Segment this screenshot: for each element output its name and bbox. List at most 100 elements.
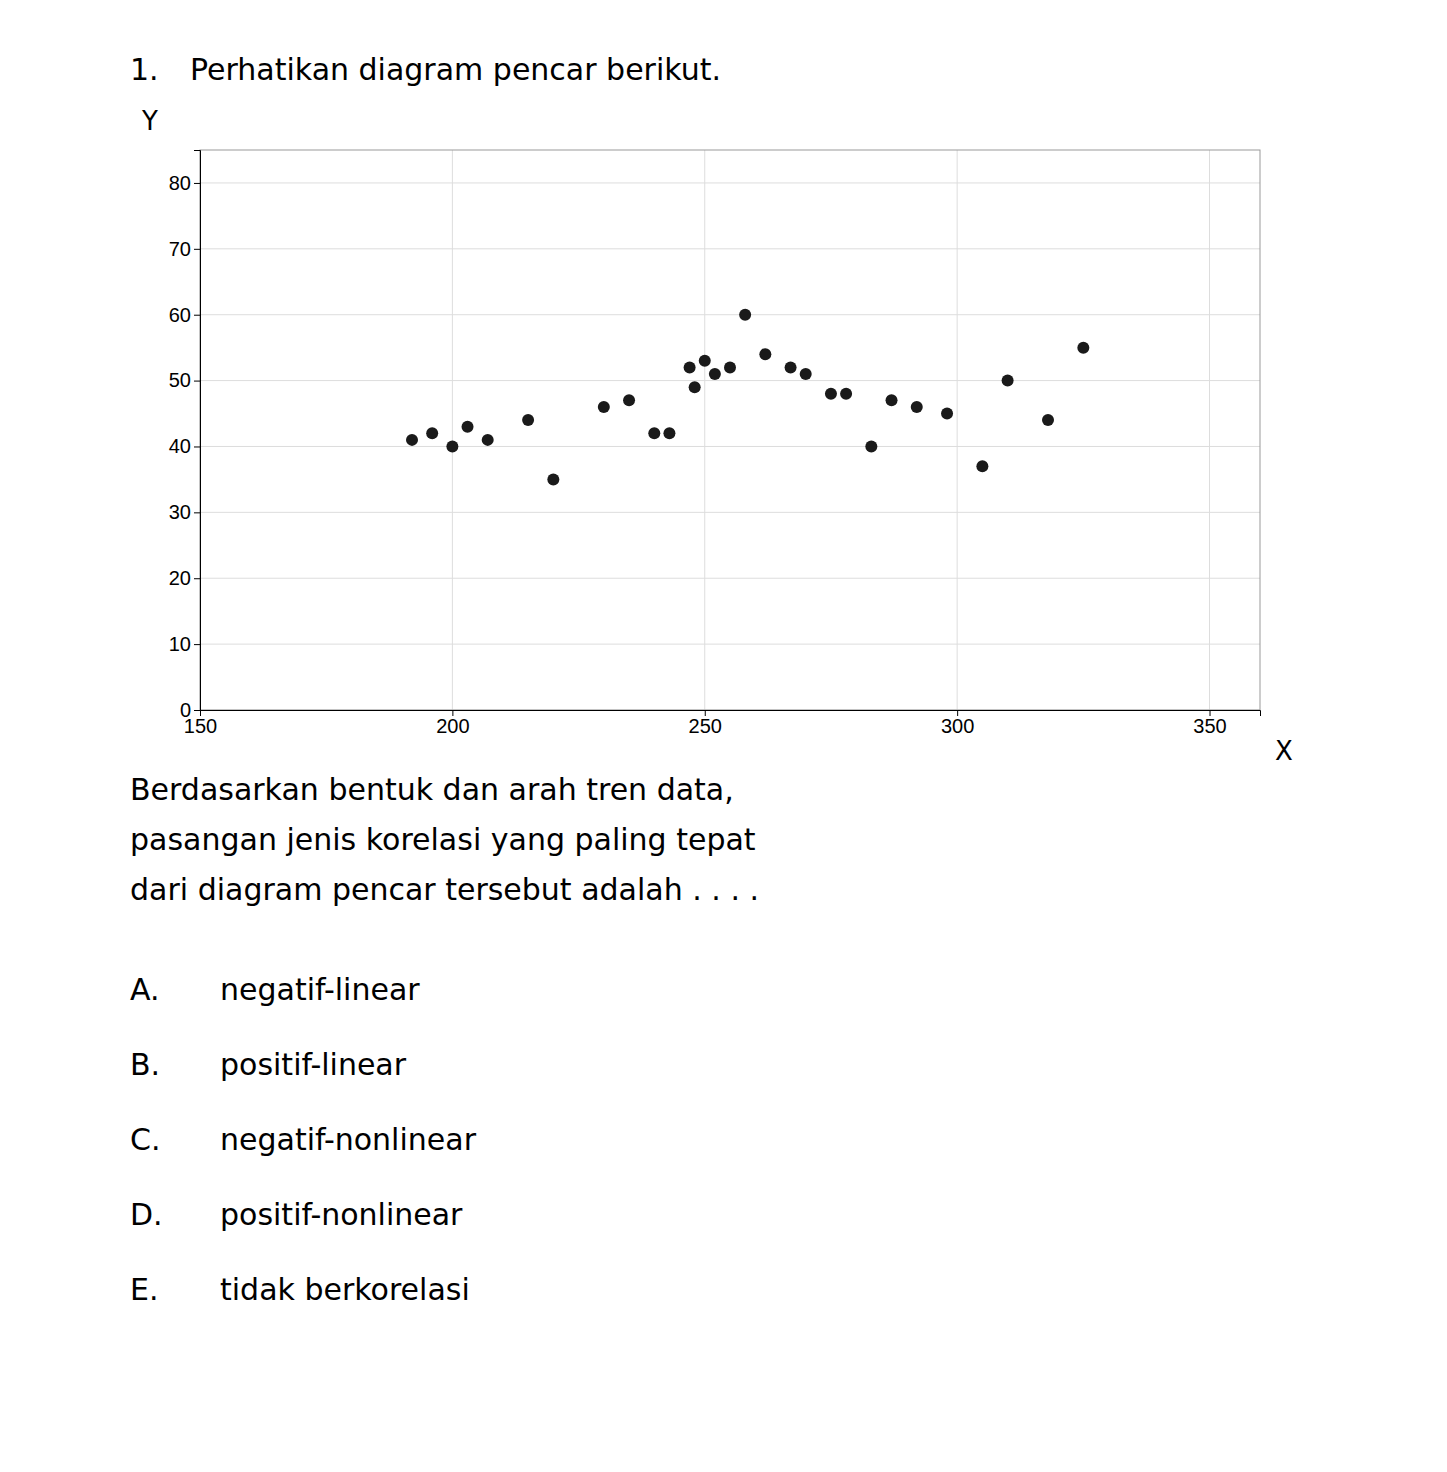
point bbox=[648, 427, 660, 439]
tick-label: 10 bbox=[169, 633, 191, 655]
grid-line-y bbox=[200, 314, 1260, 315]
tick: 30 bbox=[169, 501, 200, 523]
options: A. negatif-linear B. positif-linear C. negati… bbox=[130, 972, 477, 1307]
tick-label: 40 bbox=[169, 435, 191, 457]
tick-mark bbox=[194, 315, 200, 316]
option-letter: C. bbox=[130, 1122, 160, 1157]
point bbox=[1002, 375, 1014, 387]
question-line: Berdasarkan bentuk dan arah tren data, bbox=[130, 772, 734, 807]
tick: 20 bbox=[169, 567, 200, 589]
tick: 10 bbox=[169, 633, 200, 655]
point bbox=[426, 427, 438, 439]
tick-label: 80 bbox=[169, 172, 191, 194]
axis-line bbox=[194, 151, 201, 711]
grid bbox=[200, 150, 1260, 710]
point bbox=[446, 440, 458, 452]
tick-label: 60 bbox=[169, 304, 191, 326]
point bbox=[1077, 342, 1089, 354]
tick-label: 0 bbox=[180, 699, 191, 721]
title: Perhatikan diagram pencar berikut. bbox=[190, 52, 721, 87]
y-axis-label: Y bbox=[141, 106, 158, 136]
point bbox=[911, 401, 923, 413]
grid-line-y bbox=[200, 248, 1260, 249]
point bbox=[462, 421, 474, 433]
point bbox=[724, 361, 736, 373]
tick-mark bbox=[194, 512, 200, 513]
tick-label: 300 bbox=[941, 715, 974, 737]
tick: 300 bbox=[941, 710, 974, 737]
grid-line-x bbox=[452, 150, 453, 710]
tick-label: 70 bbox=[169, 238, 191, 260]
point bbox=[699, 355, 711, 367]
point bbox=[976, 460, 988, 472]
tick-mark bbox=[194, 249, 200, 250]
point bbox=[800, 368, 812, 380]
option-letter: D. bbox=[130, 1197, 163, 1232]
tick-label: 50 bbox=[169, 369, 191, 391]
point bbox=[865, 440, 877, 452]
grid-line-x bbox=[1209, 150, 1210, 710]
grid-line-y bbox=[200, 182, 1260, 183]
point bbox=[406, 434, 418, 446]
tick-mark bbox=[194, 183, 200, 184]
x-axis-label: X bbox=[1275, 736, 1293, 766]
chart-svg: 1.Perhatikan diagram pencar berikut.1502… bbox=[0, 0, 1447, 1472]
grid-line-x bbox=[957, 150, 958, 710]
tick-label: 250 bbox=[689, 715, 722, 737]
point bbox=[684, 361, 696, 373]
tick: 40 bbox=[169, 435, 200, 457]
points bbox=[406, 309, 1089, 486]
axis-line bbox=[201, 711, 1261, 717]
point bbox=[623, 394, 635, 406]
point bbox=[689, 381, 701, 393]
point bbox=[785, 361, 797, 373]
point bbox=[482, 434, 494, 446]
grid-line-y bbox=[200, 446, 1260, 447]
tick: 60 bbox=[169, 304, 200, 326]
point bbox=[759, 348, 771, 360]
tick-mark bbox=[194, 644, 200, 645]
tick: 50 bbox=[169, 369, 200, 391]
tick-mark bbox=[194, 578, 200, 579]
option-letter: B. bbox=[130, 1047, 160, 1082]
grid-line-y bbox=[200, 380, 1260, 381]
point bbox=[709, 368, 721, 380]
option-text: negatif-nonlinear bbox=[220, 1122, 477, 1157]
question-line: dari diagram pencar tersebut adalah . . … bbox=[130, 872, 759, 907]
point bbox=[547, 473, 559, 485]
point bbox=[1042, 414, 1054, 426]
title-number: 1. bbox=[130, 52, 159, 87]
option-text: positif-linear bbox=[220, 1047, 407, 1082]
grid-line-y bbox=[200, 512, 1260, 513]
tick: 0 bbox=[180, 699, 200, 721]
point bbox=[886, 394, 898, 406]
option-letter: A. bbox=[130, 972, 160, 1007]
point bbox=[739, 309, 751, 321]
tick: 80 bbox=[169, 172, 200, 194]
tick-mark bbox=[194, 446, 200, 447]
x-axis: 150200250300350 bbox=[184, 710, 1261, 737]
point bbox=[825, 388, 837, 400]
tick-label: 200 bbox=[436, 715, 469, 737]
point bbox=[663, 427, 675, 439]
question-line: pasangan jenis korelasi yang paling tepa… bbox=[130, 822, 756, 857]
tick-label: 30 bbox=[169, 501, 191, 523]
option-text: positif-nonlinear bbox=[220, 1197, 463, 1232]
point bbox=[840, 388, 852, 400]
option-text: tidak berkorelasi bbox=[220, 1272, 470, 1307]
grid-line-y bbox=[200, 578, 1260, 579]
grid-line-x bbox=[704, 150, 705, 710]
grid-line-y bbox=[200, 644, 1260, 645]
tick: 350 bbox=[1193, 710, 1226, 737]
tick-mark bbox=[194, 381, 200, 382]
point bbox=[598, 401, 610, 413]
question: Berdasarkan bentuk dan arah tren data, pa… bbox=[130, 772, 759, 907]
tick: 200 bbox=[436, 710, 469, 737]
option-text: negatif-linear bbox=[220, 972, 420, 1007]
tick-label: 350 bbox=[1193, 715, 1226, 737]
tick: 250 bbox=[689, 710, 722, 737]
plot-frame bbox=[200, 150, 1260, 710]
y-axis: 0 10 20 30 40 50 60 70 80 bbox=[169, 151, 201, 721]
chart-container: 1.Perhatikan diagram pencar berikut.1502… bbox=[0, 0, 1447, 1472]
tick: 70 bbox=[169, 238, 200, 260]
